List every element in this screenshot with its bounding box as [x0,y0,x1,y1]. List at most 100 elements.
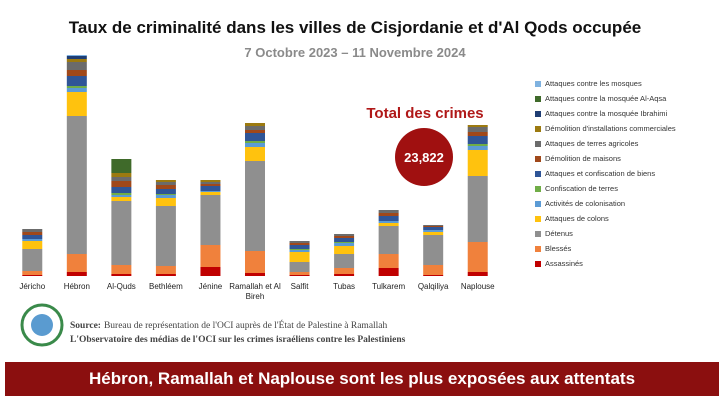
bar-segment [66,70,87,76]
source: Source: Bureau de représentation de l'OCI… [70,319,388,331]
bar-segment [66,86,87,88]
bar-segment [111,201,132,265]
legend-swatch [535,126,541,132]
bar-segment [423,226,444,227]
source-text: Bureau de représentation de l'OCI auprès… [104,319,388,331]
bar-segment [245,133,265,141]
bar-segment [423,227,444,230]
observatory: L'Observatoire des médias de l'OCI sur l… [70,335,406,345]
bar-segment [22,239,43,241]
x-tick-label: Salfit [290,282,309,291]
bar-segment [378,216,399,221]
bar-segment [467,127,488,132]
bar-segment [334,243,355,246]
legend-label: Assassinés [545,259,583,268]
bar-segment [423,275,444,276]
bar-segment [289,249,310,250]
subtitle: 7 Octobre 2023 – 11 Novembre 2024 [244,45,466,60]
legend-label: Détenus [545,229,573,238]
bar-segment [111,197,132,201]
bar-segment [467,144,488,146]
bar-segment [378,221,399,223]
bar-segment [111,173,132,177]
bar-segment [66,56,87,59]
legend-swatch [535,171,541,177]
legend-label: Blessés [545,244,572,253]
bar-segment [378,213,399,216]
bar-segment [155,180,176,182]
x-tick-label: Qalqiliya [417,282,449,291]
bar-segment [423,232,444,235]
bar-segment [423,230,444,232]
bar-segment [111,187,132,193]
bar-segment [334,246,355,254]
total-title: Total des crimes [366,105,483,122]
bar-segment [467,272,488,276]
legend-label: Attaques contre la mosquée Ibrahimi [545,109,667,118]
bar-segment [289,245,310,249]
bar-segment [245,123,265,126]
bar-segment [200,191,221,192]
bar-segment [155,185,176,189]
bar-segment [66,76,87,86]
bar-segment [378,223,399,226]
bar-segment [378,254,399,268]
bar-segment [467,146,488,150]
bar-segment [200,195,221,245]
bar-segment [334,238,355,242]
legend-swatch [535,81,541,87]
bar-segment [245,147,265,161]
bar-segment [111,195,132,197]
bar-segment [155,266,176,274]
legend-label: Démolition de maisons [545,154,621,163]
legend-label: Attaques de terres agricoles [545,139,639,148]
bar-segment [66,116,87,254]
bar-segment [200,267,221,276]
x-tick-label: Jéricho [19,282,46,291]
bar-segment [155,274,176,276]
x-tick-label: Tulkarem [372,282,406,291]
bar-segment [111,193,132,195]
banner-text: Hébron, Ramallah et Naplouse sont les pl… [89,369,635,388]
bar-segment [334,234,355,236]
legend-swatch [535,216,541,222]
legend-label: Attaques contre la mosquée Al-Aqsa [545,94,667,103]
bar-segment [289,243,310,245]
bar-segment [245,161,265,251]
bar-segment [289,252,310,262]
bar-segment [289,250,310,252]
bar-segment [334,268,355,274]
bar-segment [423,225,444,226]
legend-swatch [535,201,541,207]
bar-segment [111,181,132,187]
title: Taux de criminalité dans les villes de C… [69,18,641,37]
x-tick-label: Naplouse [460,282,495,291]
bar-segment [200,192,221,195]
bar-segment [467,136,488,144]
legend-label: Démolition d'installations commerciales [545,124,676,133]
bar-segment [423,235,444,265]
bar-segment [378,268,399,276]
bar-segment [111,274,132,276]
bar-segment [378,226,399,254]
bar-segment [467,132,488,136]
bar-segment [467,150,488,176]
bar-segment [334,254,355,268]
total-circle [395,128,453,186]
legend-label: Confiscation de terres [545,184,618,193]
x-tick-label: Ramallah et Al Bireh [229,282,281,301]
bar-segment [200,180,221,182]
legend-label: Attaques contre les mosques [545,79,642,88]
bar-segment [289,262,310,272]
bar-segment [467,125,488,127]
bar-segment [111,159,132,173]
bar-segment [334,274,355,276]
bar-segment [289,272,310,275]
x-tick-label: Hébron [63,282,90,291]
bar-segment [155,194,176,195]
bar-segment [423,265,444,275]
legend-swatch [535,111,541,117]
legend-swatch [535,246,541,252]
legend-swatch [535,231,541,237]
